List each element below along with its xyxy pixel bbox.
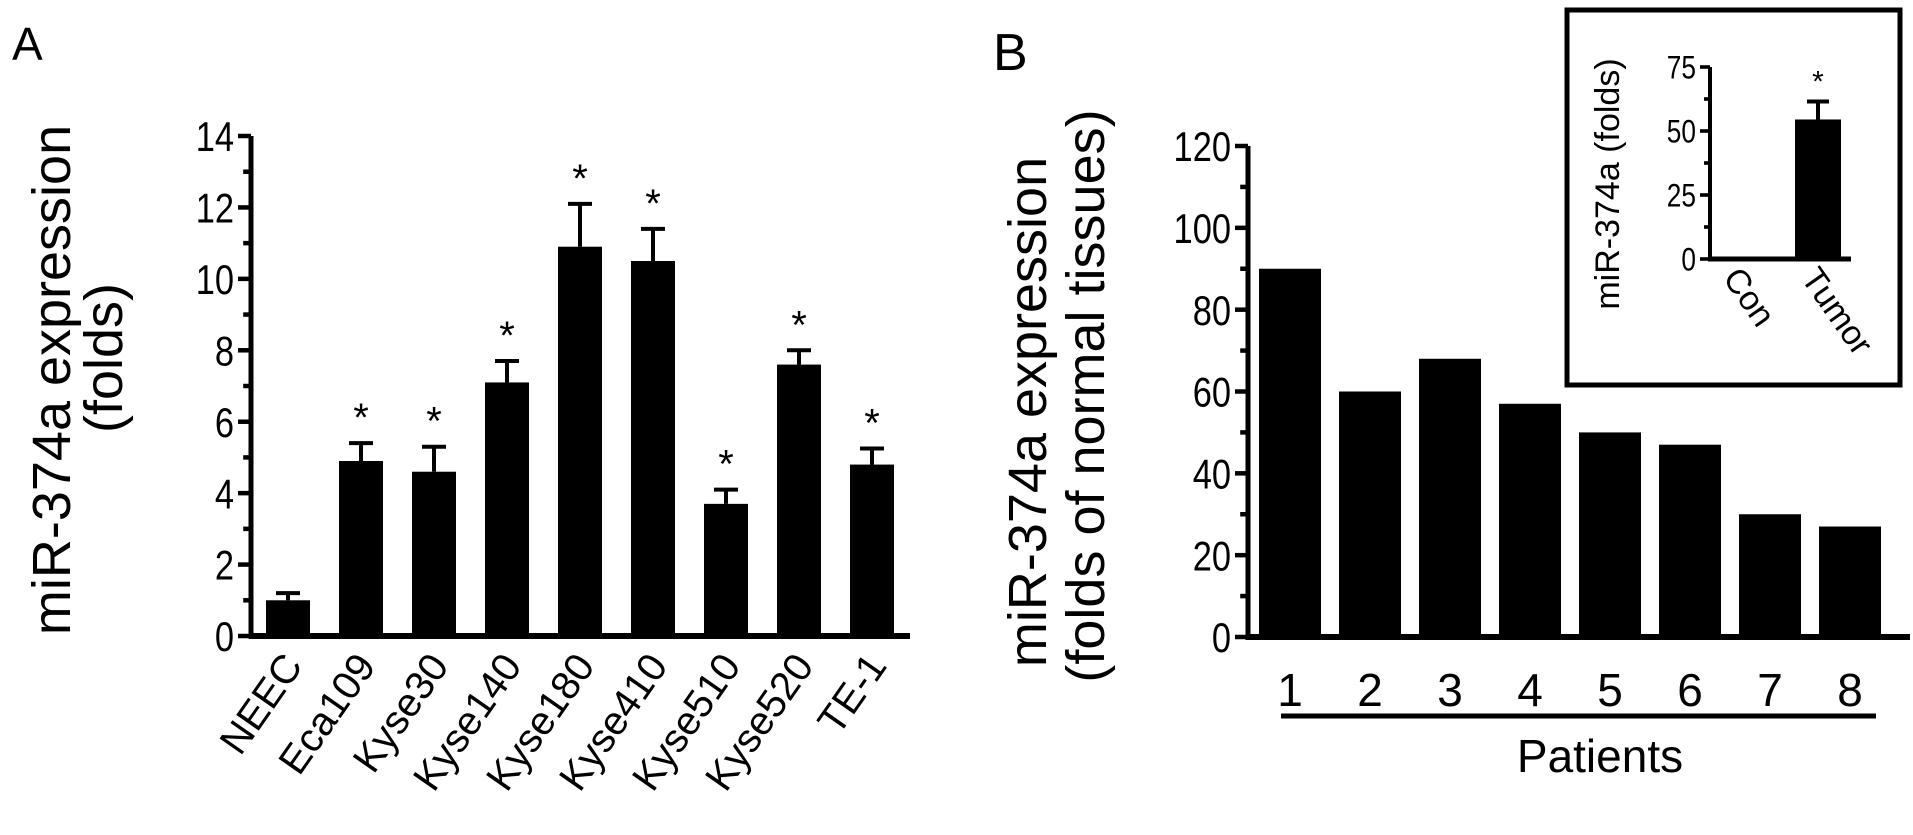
- y-tick-label: 20: [1193, 533, 1231, 580]
- y-tick-label: 40: [1193, 451, 1231, 498]
- x-tick-label: 1: [1277, 664, 1303, 716]
- significance-star: *: [791, 303, 807, 347]
- x-tick-label: 3: [1437, 664, 1463, 716]
- bar-2: [1339, 391, 1401, 637]
- bar-6: [1659, 444, 1721, 637]
- x-axis-title: Patients: [1517, 730, 1683, 782]
- significance-star: *: [426, 400, 442, 444]
- significance-star: *: [718, 443, 734, 487]
- x-tick-label: 2: [1357, 664, 1383, 716]
- y-tick-label: 12: [196, 185, 234, 232]
- y-tick-label: 75: [1667, 51, 1696, 86]
- x-tick-label: 6: [1677, 664, 1703, 716]
- bar-1: [1259, 268, 1321, 637]
- y-axis-title: miR-374a expression: [22, 125, 82, 635]
- bar-Kyse510: [704, 503, 748, 636]
- bar-Kyse30: [412, 471, 456, 636]
- y-tick-label: 0: [1212, 615, 1231, 662]
- bar-Kyse140: [485, 382, 529, 636]
- y-tick-label: 120: [1174, 124, 1231, 171]
- bar-Con: [1717, 257, 1763, 259]
- bar-Kyse410: [631, 261, 675, 636]
- x-tick-label: TE-1: [810, 646, 896, 742]
- y-tick-label: 6: [215, 400, 234, 447]
- y-axis-title: (folds): [74, 283, 134, 433]
- y-tick-label: 100: [1174, 206, 1231, 253]
- y-tick-label: 0: [215, 614, 234, 661]
- inset-frame: [1564, 7, 1903, 388]
- y-tick-label: 50: [1667, 115, 1696, 150]
- y-axis-title: (folds of normal tissues): [1056, 109, 1116, 682]
- x-tick-label: 8: [1837, 664, 1863, 716]
- bar-Tumor: [1795, 119, 1841, 259]
- y-axis-title: miR-374a expression: [998, 157, 1058, 667]
- y-tick-label: 2: [215, 543, 234, 590]
- bar-7: [1739, 514, 1801, 637]
- panel-label: B: [993, 24, 1028, 82]
- y-tick-label: 60: [1193, 369, 1231, 416]
- bar-5: [1579, 432, 1641, 637]
- bar-Kyse520: [777, 364, 821, 636]
- bar-4: [1499, 403, 1561, 637]
- y-tick-label: 80: [1193, 288, 1231, 335]
- significance-star: *: [353, 396, 369, 440]
- y-tick-label: 8: [215, 328, 234, 375]
- significance-star: *: [572, 157, 588, 201]
- y-axis-title: miR-374a (folds): [1589, 58, 1627, 309]
- bar-NEEC: [266, 600, 310, 636]
- bar-TE-1: [850, 464, 894, 636]
- x-tick-label: 4: [1517, 664, 1543, 716]
- y-tick-label: 0: [1681, 243, 1696, 278]
- y-tick-label: 4: [215, 471, 234, 518]
- y-tick-label: 14: [196, 114, 234, 161]
- bar-Eca109: [339, 461, 383, 636]
- bar-8: [1819, 526, 1881, 637]
- panel-label: A: [12, 18, 43, 70]
- significance-star: *: [645, 182, 661, 226]
- significance-star: *: [864, 402, 880, 446]
- x-tick-label: 7: [1757, 664, 1783, 716]
- significance-star: *: [1812, 66, 1824, 99]
- y-tick-label: 10: [196, 257, 234, 304]
- bar-3: [1419, 358, 1481, 637]
- y-tick-label: 25: [1667, 179, 1696, 214]
- x-tick-label: 5: [1597, 664, 1623, 716]
- bar-Kyse180: [558, 246, 602, 636]
- significance-star: *: [499, 314, 515, 358]
